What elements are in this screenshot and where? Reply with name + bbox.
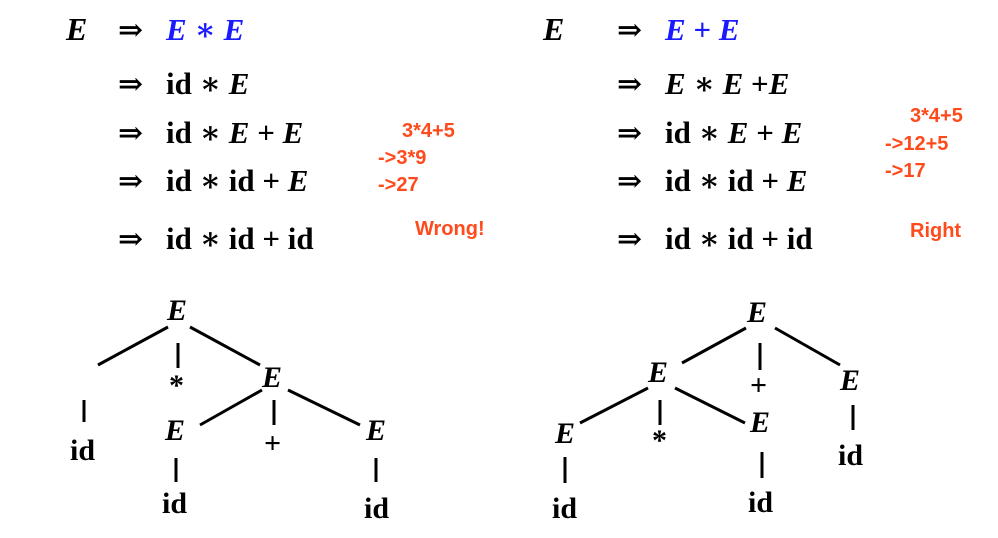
right-derivation-step-2: E ∗ E +E <box>664 66 789 101</box>
right-derivation-arrow: ⇒ <box>617 68 642 101</box>
left-eval-line-3: ->27 <box>378 174 419 196</box>
right-tree-e-right: E <box>839 364 860 397</box>
left-derivation-arrow: ⇒ <box>118 14 143 47</box>
left-tree-edge <box>97 325 169 367</box>
right-tree-leaf-id: id <box>838 439 863 472</box>
left-derivation-step-3: id ∗ E + E <box>166 115 303 150</box>
left-derivation-step-4: id ∗ id + E <box>166 163 308 198</box>
left-tree-leaf-id: id <box>70 434 95 467</box>
right-tree-edge <box>681 326 747 365</box>
left-tree-leaf-id: id <box>162 487 187 520</box>
right-verdict: Right <box>910 220 961 242</box>
left-derivation-step-5: id ∗ id + id <box>166 221 314 256</box>
left-derivation: E ⇒ E ∗ E ⇒ id ∗ E ⇒ id ∗ E + E ⇒ id ∗ id + E ⇒ i… <box>65 11 485 256</box>
right-tree-star: * <box>652 424 667 457</box>
left-eval-line-2: ->3*9 <box>378 147 426 169</box>
right-parse-tree: E E + E E * E id id id <box>552 296 863 525</box>
left-tree-edge <box>287 388 361 427</box>
right-derivation-step-3: id ∗ E + E <box>665 115 802 150</box>
left-derivation-arrow: ⇒ <box>118 165 143 198</box>
right-derivation-arrow: ⇒ <box>617 117 642 150</box>
right-tree-root: E <box>746 296 767 329</box>
left-tree-star: * <box>169 369 184 402</box>
left-eval-line-1: 3*4+5 <box>402 120 455 142</box>
right-tree-e-mid: E <box>749 406 770 439</box>
right-derivation-step-1: E + E <box>664 12 740 47</box>
right-tree-sub-e: E <box>647 356 668 389</box>
left-tree-edge <box>199 388 263 427</box>
left-tree-edge <box>189 325 261 367</box>
left-derivation-arrow: ⇒ <box>118 68 143 101</box>
left-start-symbol: E <box>65 11 87 47</box>
right-eval-line-1: 3*4+5 <box>910 105 963 127</box>
right-tree-edge <box>774 326 841 367</box>
right-tree-plus: + <box>750 369 767 402</box>
left-tree-sub-e: E <box>261 361 282 394</box>
right-derivation: E ⇒ E + E ⇒ E ∗ E +E ⇒ id ∗ E + E ⇒ id ∗ id + E… <box>542 11 963 256</box>
left-tree-e-right: E <box>365 414 386 447</box>
left-derivation-arrow: ⇒ <box>118 117 143 150</box>
right-eval-line-3: ->17 <box>885 160 926 182</box>
right-tree-leaf-id: id <box>552 492 577 525</box>
right-tree-edge <box>579 386 649 425</box>
right-tree-leaf-id: id <box>748 486 773 519</box>
left-parse-tree: E * E id E + E id id <box>70 294 389 525</box>
right-start-symbol: E <box>542 11 564 47</box>
left-verdict: Wrong! <box>415 218 485 240</box>
right-derivation-arrow: ⇒ <box>617 14 642 47</box>
right-derivation-arrow: ⇒ <box>617 165 642 198</box>
right-derivation-steps: ⇒ E + E ⇒ E ∗ E +E ⇒ id ∗ E + E ⇒ id ∗ id + E ⇒ i… <box>617 12 813 256</box>
left-derivation-step-2: id ∗ E <box>166 66 249 101</box>
right-tree-e-left: E <box>554 417 575 450</box>
right-derivation-step-5: id ∗ id + id <box>665 221 813 256</box>
left-derivation-step-1: E ∗ E <box>165 12 244 47</box>
right-derivation-step-4: id ∗ id + E <box>665 163 807 198</box>
left-tree-leaf-id: id <box>364 492 389 525</box>
left-tree-e-left: E <box>164 414 185 447</box>
left-tree-root: E <box>166 294 187 327</box>
right-derivation-arrow: ⇒ <box>617 223 642 256</box>
left-derivation-steps: ⇒ E ∗ E ⇒ id ∗ E ⇒ id ∗ E + E ⇒ id ∗ id + E ⇒ id … <box>118 12 314 256</box>
left-derivation-arrow: ⇒ <box>118 223 143 256</box>
right-eval-line-2: ->12+5 <box>885 133 948 155</box>
left-tree-plus: + <box>264 427 281 460</box>
right-tree-edge <box>674 386 746 425</box>
